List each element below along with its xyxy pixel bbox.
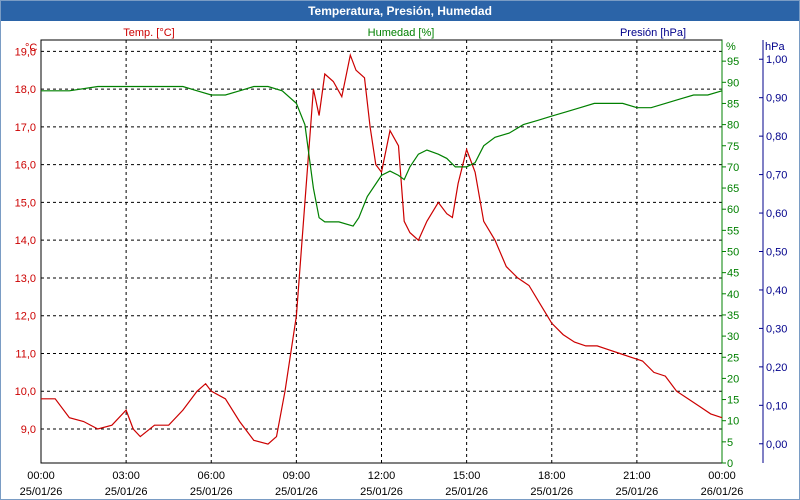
hum-tick-label: 80 bbox=[727, 120, 739, 132]
temp-tick-label: 18,0 bbox=[15, 84, 36, 96]
hum-tick-label: 85 bbox=[727, 98, 739, 110]
pres-tick-label: 1,00 bbox=[766, 54, 787, 66]
temp-tick-label: 12,0 bbox=[15, 311, 36, 323]
pres-tick-label: 0,20 bbox=[766, 362, 787, 374]
hum-tick-label: 10 bbox=[727, 416, 739, 428]
temp-axis-label: Temp. [°C] bbox=[123, 27, 174, 39]
hum-tick-label: 95 bbox=[727, 56, 739, 68]
temp-tick-label: 13,0 bbox=[15, 273, 36, 285]
hum-tick-label: 35 bbox=[727, 310, 739, 322]
x-tick-label-time: 06:00 bbox=[197, 470, 225, 482]
hum-tick-label: 90 bbox=[727, 77, 739, 89]
x-tick-label-date: 25/01/26 bbox=[615, 486, 658, 498]
x-tick-label-time: 03:00 bbox=[112, 470, 140, 482]
pres-tick-label: 0,90 bbox=[766, 93, 787, 105]
x-tick-label-time: 15:00 bbox=[453, 470, 481, 482]
x-tick-label-time: 12:00 bbox=[368, 470, 396, 482]
hum-unit-label: % bbox=[726, 41, 736, 53]
hum-axis-label: Humedad [%] bbox=[368, 27, 435, 39]
pres-tick-label: 0,30 bbox=[766, 323, 787, 335]
temp-tick-label: 9,0 bbox=[21, 424, 36, 436]
x-tick-label-date: 26/01/26 bbox=[701, 486, 744, 498]
pres-axis-label: Presión [hPa] bbox=[620, 27, 686, 39]
temp-tick-label: 16,0 bbox=[15, 160, 36, 172]
hum-tick-label: 75 bbox=[727, 141, 739, 153]
temp-tick-label: 17,0 bbox=[15, 122, 36, 134]
pres-tick-label: 0,40 bbox=[766, 285, 787, 297]
hum-tick-label: 5 bbox=[727, 437, 733, 449]
pres-tick-label: 0,70 bbox=[766, 170, 787, 182]
x-tick-label-date: 25/01/26 bbox=[20, 486, 63, 498]
pres-tick-label: 0,60 bbox=[766, 208, 787, 220]
x-tick-label-date: 25/01/26 bbox=[105, 486, 148, 498]
hum-tick-label: 0 bbox=[727, 458, 733, 470]
x-tick-label-date: 25/01/26 bbox=[275, 486, 318, 498]
x-tick-label-time: 00:00 bbox=[27, 470, 55, 482]
x-tick-label-time: 00:00 bbox=[708, 470, 736, 482]
hum-tick-label: 65 bbox=[727, 183, 739, 195]
hum-tick-label: 60 bbox=[727, 204, 739, 216]
hum-tick-label: 50 bbox=[727, 247, 739, 259]
pres-unit-label: hPa bbox=[765, 41, 785, 53]
hum-tick-label: 15 bbox=[727, 395, 739, 407]
pres-tick-label: 0,50 bbox=[766, 247, 787, 259]
temp-tick-label: 14,0 bbox=[15, 235, 36, 247]
temp-unit-label: °C bbox=[25, 42, 37, 54]
hum-tick-label: 20 bbox=[727, 373, 739, 385]
x-tick-label-time: 18:00 bbox=[538, 470, 566, 482]
x-tick-label-date: 25/01/26 bbox=[530, 486, 573, 498]
temp-tick-label: 15,0 bbox=[15, 197, 36, 209]
x-tick-label-time: 21:00 bbox=[623, 470, 651, 482]
x-tick-label-date: 25/01/26 bbox=[360, 486, 403, 498]
pres-tick-label: 0,10 bbox=[766, 400, 787, 412]
temperature-series-line bbox=[41, 52, 723, 445]
x-tick-label-date: 25/01/26 bbox=[445, 486, 488, 498]
x-tick-label-time: 09:00 bbox=[283, 470, 311, 482]
temp-tick-label: 11,0 bbox=[15, 348, 36, 360]
x-tick-label-date: 25/01/26 bbox=[190, 486, 233, 498]
chart-title: Temperatura, Presión, Humedad bbox=[1, 1, 799, 21]
hum-tick-label: 55 bbox=[727, 225, 739, 237]
pres-tick-label: 0,80 bbox=[766, 131, 787, 143]
temp-tick-label: 19,0 bbox=[15, 46, 36, 58]
hum-tick-label: 25 bbox=[727, 352, 739, 364]
hum-tick-label: 30 bbox=[727, 331, 739, 343]
humidity-series-line bbox=[41, 85, 723, 227]
hum-tick-label: 45 bbox=[727, 268, 739, 280]
hum-tick-label: 70 bbox=[727, 162, 739, 174]
temp-tick-label: 10,0 bbox=[15, 386, 36, 398]
hum-tick-label: 40 bbox=[727, 289, 739, 301]
pres-tick-label: 0,00 bbox=[766, 439, 787, 451]
